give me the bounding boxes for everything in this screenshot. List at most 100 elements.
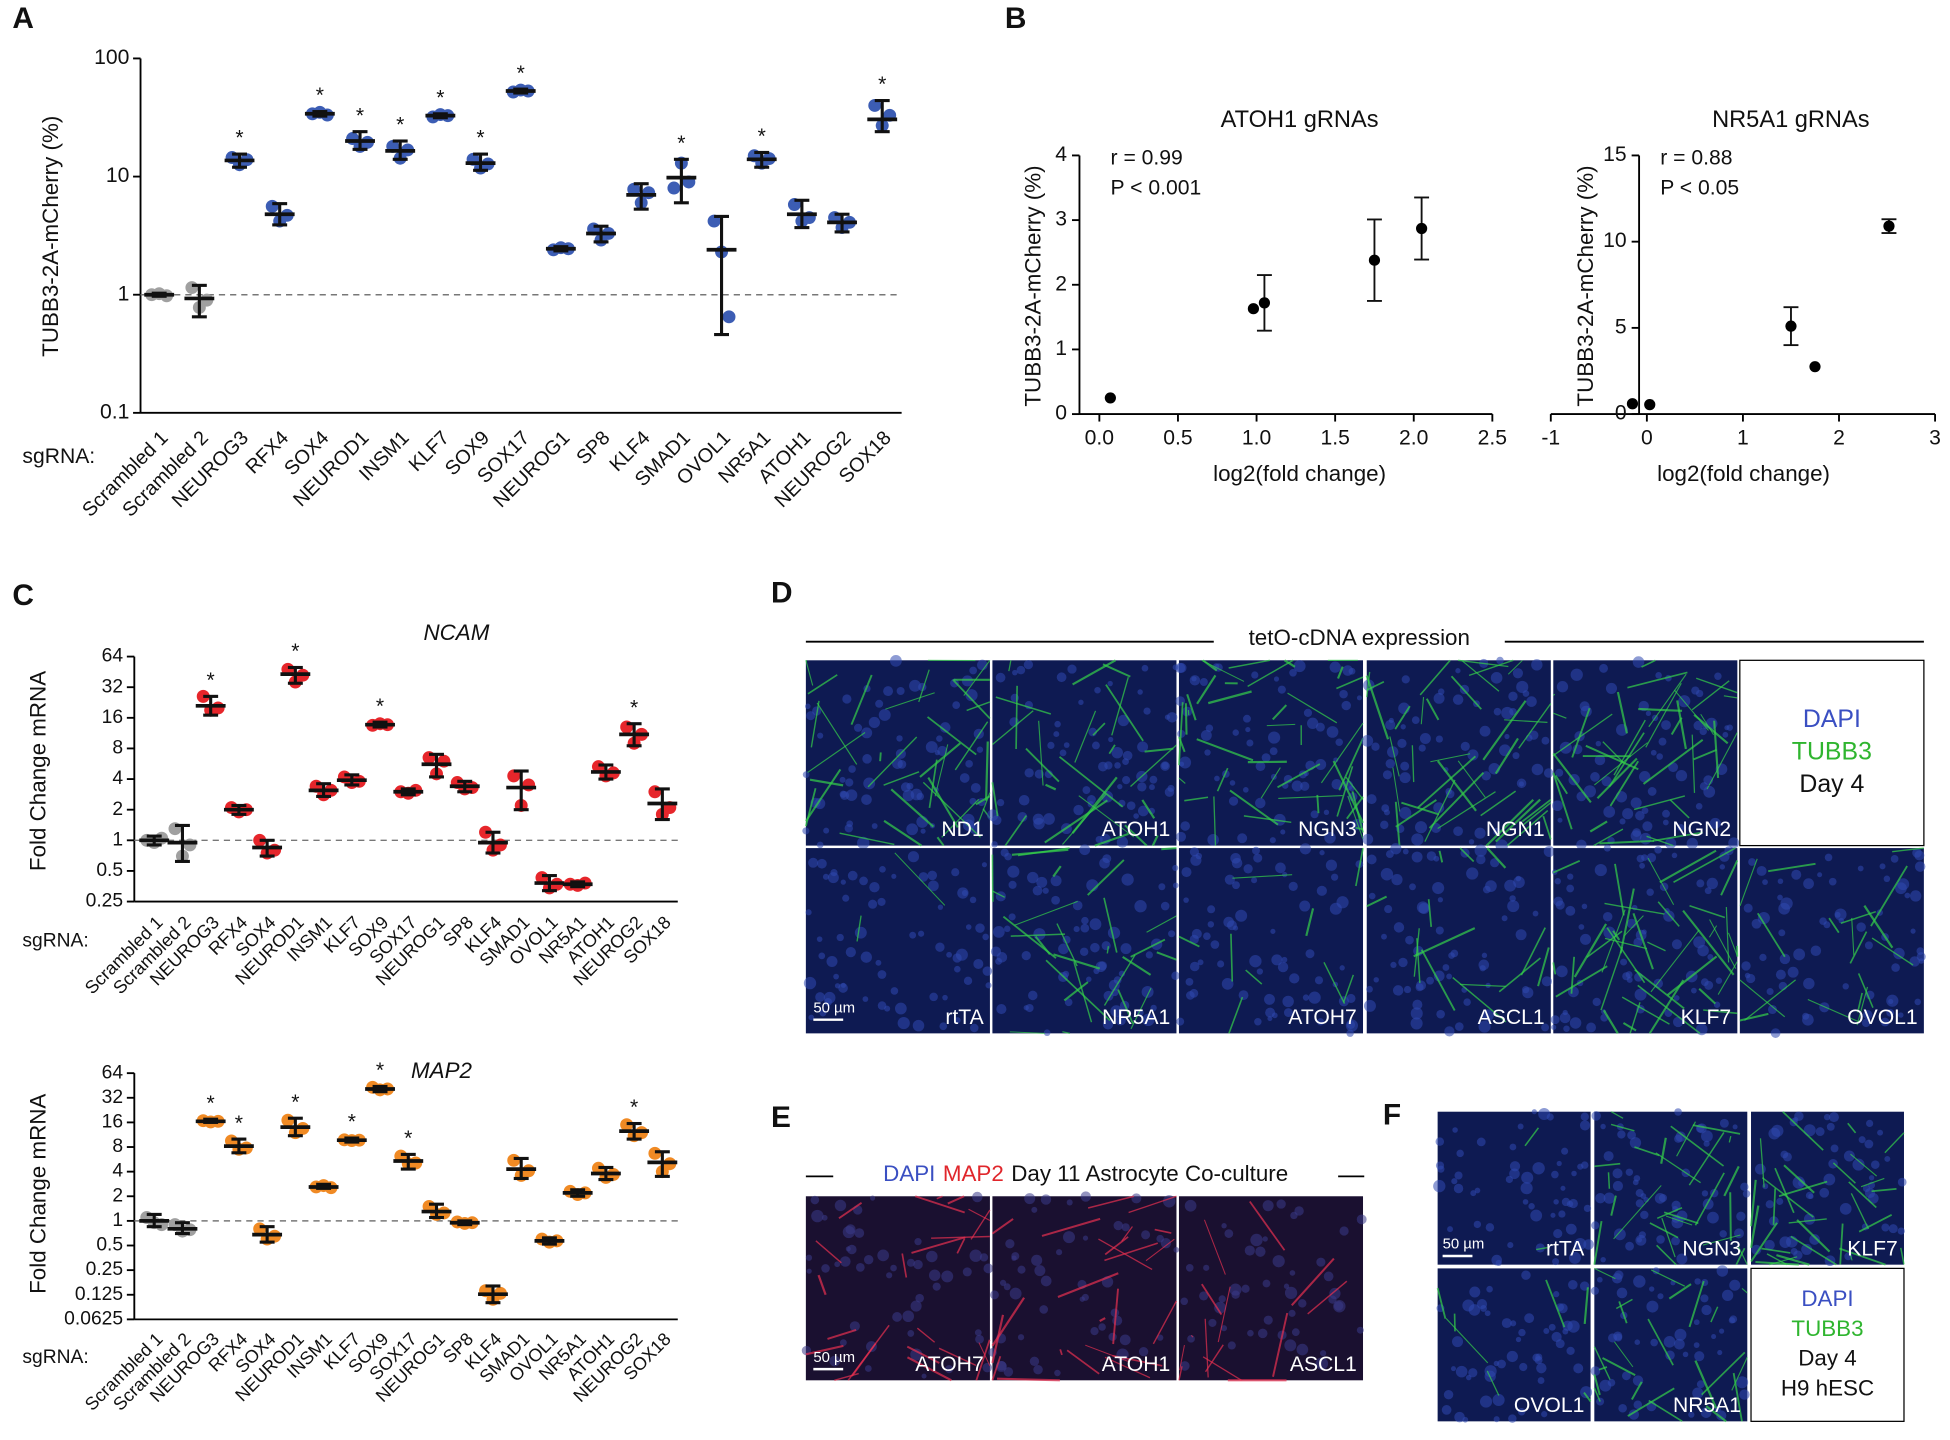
nucleus-texture — [954, 1017, 961, 1024]
neurite-texture — [1044, 799, 1108, 844]
neurite-texture — [1850, 1193, 1870, 1230]
neurite-texture — [1203, 1219, 1226, 1275]
neurite-texture — [1618, 1301, 1628, 1324]
nucleus-texture — [855, 1262, 865, 1272]
nucleus-texture — [1728, 1317, 1736, 1324]
neurite-texture — [1184, 703, 1188, 735]
nucleus-texture — [824, 997, 832, 1006]
nucleus-texture — [913, 1259, 923, 1270]
nucleus-texture — [1063, 1231, 1075, 1244]
significance-mark: * — [316, 84, 324, 107]
y-tick-label: 0.125 — [75, 1284, 123, 1305]
nucleus-texture — [1409, 883, 1416, 891]
neurite-texture — [1128, 1195, 1177, 1214]
nucleus-texture — [1557, 1303, 1568, 1314]
nucleus-texture — [1291, 1328, 1300, 1337]
neurite-texture — [850, 674, 873, 725]
nucleus-texture — [1033, 817, 1045, 830]
neurite-texture — [1571, 707, 1591, 758]
nucleus-texture — [1320, 1350, 1327, 1357]
nucleus-texture — [1635, 1199, 1644, 1208]
nucleus-texture — [1645, 710, 1652, 716]
neurite-texture — [1232, 874, 1293, 879]
neurite-texture — [1670, 1125, 1725, 1167]
nucleus-texture — [1168, 930, 1176, 938]
neurite-texture — [1266, 723, 1296, 727]
nucleus-texture — [995, 891, 1006, 902]
nucleus-texture — [1325, 859, 1338, 871]
nucleus-texture — [1479, 725, 1491, 737]
nucleus-texture — [1655, 672, 1662, 679]
nucleus-texture — [1224, 874, 1235, 885]
nucleus-texture — [1040, 1194, 1052, 1205]
neurite-texture — [1892, 847, 1924, 853]
neurite-texture — [1545, 1279, 1566, 1328]
nucleus-texture — [1616, 1287, 1628, 1299]
nucleus-texture — [996, 952, 1008, 963]
nucleus-texture — [1137, 805, 1149, 817]
neurite-texture — [1424, 779, 1456, 842]
nucleus-texture — [1335, 738, 1343, 747]
neurite-texture — [1633, 795, 1686, 811]
nucleus-texture — [1674, 1328, 1687, 1341]
nucleus-texture — [1793, 948, 1806, 961]
nucleus-texture — [1203, 932, 1211, 940]
nucleus-texture — [1508, 691, 1518, 701]
y-tick-label: 64 — [102, 1062, 124, 1083]
nucleus-texture — [1341, 700, 1351, 711]
nucleus-texture — [1618, 1403, 1627, 1413]
significance-mark: * — [207, 1092, 215, 1115]
nucleus-texture — [1059, 749, 1067, 757]
nucleus-texture — [883, 686, 894, 697]
legend-text: TUBB3 — [1791, 1316, 1863, 1341]
neurite-texture — [815, 1240, 842, 1264]
nucleus-texture — [1893, 947, 1905, 960]
neurite-texture — [1087, 859, 1125, 896]
nucleus-texture — [1601, 776, 1612, 787]
neurite-texture — [1756, 912, 1786, 958]
nucleus-texture — [1543, 1327, 1550, 1334]
nucleus-texture — [1648, 1286, 1655, 1292]
neurite-texture — [1610, 1195, 1617, 1216]
nucleus-texture — [959, 773, 970, 783]
nucleus-texture — [1086, 976, 1092, 983]
nucleus-texture — [1661, 720, 1671, 730]
nucleus-texture — [1228, 796, 1239, 806]
nucleus-texture — [1180, 821, 1191, 831]
nucleus-texture — [1521, 1270, 1531, 1280]
nucleus-texture — [1262, 1236, 1268, 1242]
nucleus-texture — [1090, 1326, 1099, 1336]
significance-mark: * — [630, 1096, 638, 1119]
nucleus-texture — [1366, 854, 1377, 865]
neurite-texture — [1445, 1317, 1489, 1364]
nucleus-texture — [1114, 762, 1121, 769]
nucleus-texture — [1328, 1295, 1337, 1304]
nucleus-texture — [1064, 998, 1073, 1007]
nucleus-texture — [1112, 1315, 1123, 1326]
nucleus-texture — [1532, 910, 1539, 917]
nucleus-texture — [1432, 881, 1445, 895]
nucleus-texture — [1299, 900, 1311, 912]
nucleus-texture — [969, 1249, 982, 1262]
y-axis-label: TUBB3-2A-mCherry (%) — [38, 116, 63, 357]
nucleus-texture — [915, 1293, 924, 1303]
legend-text: H9 hESC — [1781, 1376, 1874, 1401]
neurite-texture — [1741, 1287, 1748, 1294]
neurite-texture — [1552, 962, 1557, 975]
nucleus-texture — [1612, 1168, 1623, 1179]
nucleus-texture — [937, 904, 944, 910]
nucleus-texture — [1578, 924, 1585, 930]
nucleus-texture — [1568, 1279, 1578, 1290]
nucleus-texture — [1435, 735, 1443, 743]
neurite-texture — [1656, 1244, 1677, 1266]
neurite-texture — [1648, 1399, 1683, 1423]
nucleus-texture — [1021, 951, 1031, 961]
significance-mark: * — [376, 695, 384, 718]
nucleus-texture — [1042, 887, 1049, 894]
neurite-texture — [1178, 777, 1186, 784]
nucleus-texture — [1512, 752, 1520, 760]
neurite-texture — [1104, 1242, 1159, 1262]
nucleus-texture — [1482, 1009, 1495, 1021]
nucleus-texture — [1695, 802, 1703, 810]
nucleus-texture — [871, 823, 878, 829]
